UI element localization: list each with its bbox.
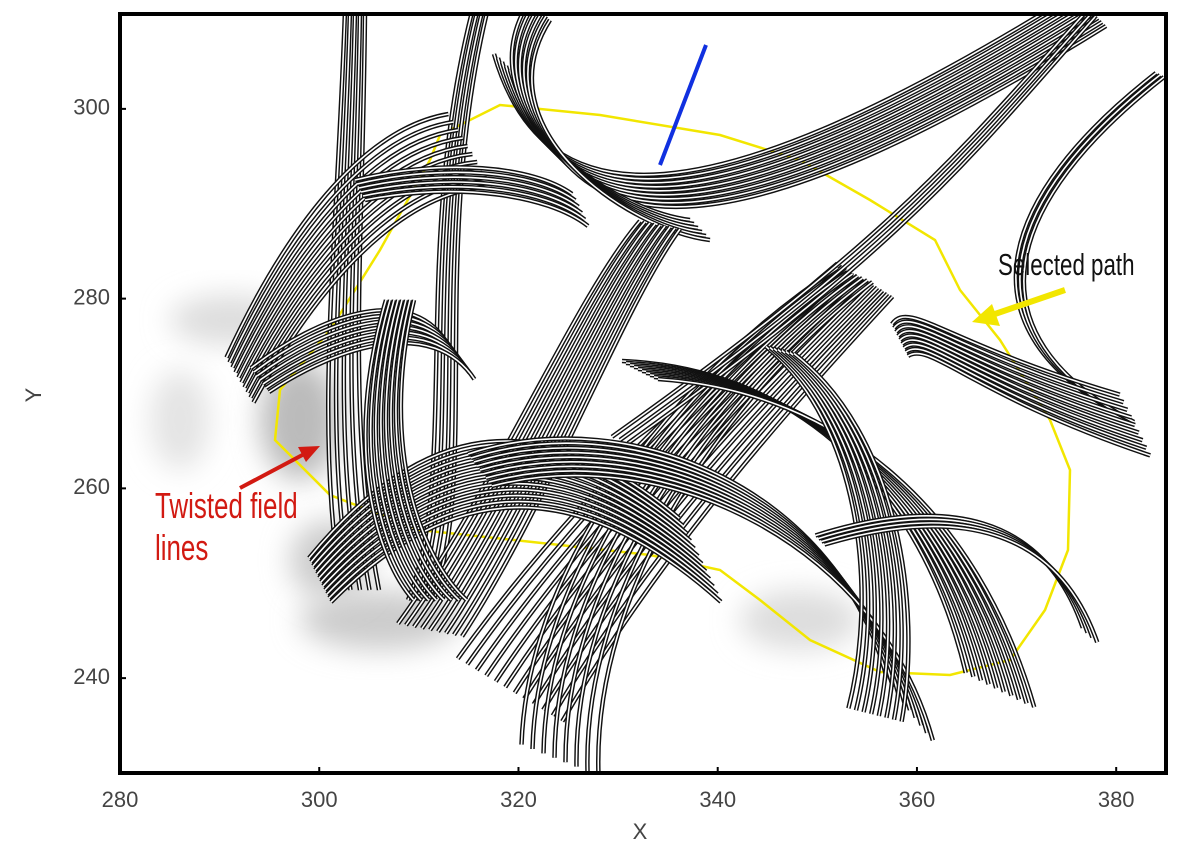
field-line-core bbox=[769, 346, 869, 711]
field-line-core bbox=[657, 378, 1035, 708]
field-line-core bbox=[899, 334, 1136, 426]
field-line-core bbox=[385, 299, 445, 601]
arrow bbox=[991, 287, 1066, 318]
field-line-core bbox=[364, 190, 589, 227]
field-line-core bbox=[259, 325, 461, 381]
arrow-head bbox=[972, 304, 1000, 326]
y-tick-label: 300 bbox=[73, 95, 110, 120]
field-line-core bbox=[824, 525, 1098, 643]
field-line-core bbox=[256, 320, 456, 377]
annotation: Twisted field lines bbox=[155, 485, 298, 568]
x-tick-label: 320 bbox=[500, 787, 537, 812]
blob bbox=[740, 590, 860, 650]
y-axis-label: Y bbox=[21, 387, 46, 402]
field-line-core bbox=[895, 325, 1128, 411]
field-line-core bbox=[765, 345, 863, 709]
field-line-core bbox=[330, 506, 722, 603]
field-line-core bbox=[356, 171, 576, 202]
field-line-core bbox=[225, 113, 449, 358]
field-line-core bbox=[437, 225, 666, 633]
y-tick-label: 280 bbox=[73, 284, 110, 309]
field-line-core bbox=[354, 166, 573, 195]
field-line-core bbox=[364, 299, 414, 601]
selection-contour bbox=[273, 103, 1072, 677]
field-line-core bbox=[903, 343, 1143, 441]
field-line-core bbox=[324, 488, 711, 591]
field-line-core bbox=[326, 494, 714, 595]
arrow-head bbox=[298, 446, 320, 462]
field-line-core bbox=[431, 14, 488, 601]
field-line-core bbox=[461, 228, 681, 637]
arrows bbox=[239, 287, 1066, 490]
field-line-core bbox=[429, 224, 661, 631]
field-line-core bbox=[243, 161, 478, 388]
field-line-core bbox=[395, 299, 460, 601]
field-line-core bbox=[891, 316, 1121, 396]
field-line-core bbox=[901, 339, 1140, 434]
field-line-core bbox=[380, 299, 437, 601]
field-line-core bbox=[362, 186, 586, 221]
x-tick-label: 340 bbox=[699, 787, 736, 812]
field-line-core bbox=[777, 348, 883, 715]
field-line-core bbox=[237, 145, 468, 378]
x-axis-label: X bbox=[633, 819, 648, 844]
blob bbox=[150, 370, 210, 470]
field-line-core bbox=[369, 299, 422, 601]
field-line-core bbox=[328, 500, 718, 599]
field-line-core bbox=[905, 348, 1147, 449]
x-tick-label: 280 bbox=[102, 787, 139, 812]
field-line-core bbox=[358, 176, 579, 208]
y-tick-label: 260 bbox=[73, 474, 110, 499]
field-line-core bbox=[893, 320, 1124, 403]
field-line-core bbox=[253, 314, 452, 373]
field-line-core bbox=[228, 121, 454, 363]
field-line-core bbox=[421, 223, 656, 629]
field-line-core bbox=[375, 299, 430, 601]
annotation-box: Selected path bbox=[998, 247, 1135, 282]
field-line-core bbox=[627, 16, 1096, 444]
annotation-box: Twisted field lines bbox=[155, 485, 298, 568]
field-line-core bbox=[413, 222, 651, 628]
plot-frame bbox=[118, 12, 1168, 775]
field-line-core bbox=[907, 352, 1151, 457]
x-tick-label: 380 bbox=[1098, 787, 1135, 812]
arrow bbox=[239, 450, 309, 490]
field-line-core bbox=[897, 330, 1132, 419]
x-tick-label: 360 bbox=[899, 787, 936, 812]
field-line-core bbox=[360, 181, 583, 214]
field-line-core bbox=[445, 226, 671, 634]
field-line-core bbox=[231, 129, 459, 368]
blue-line bbox=[658, 44, 708, 166]
field-line-core bbox=[234, 137, 463, 373]
field-line-core bbox=[400, 299, 468, 601]
field-line-core bbox=[453, 227, 676, 636]
field-line-core bbox=[390, 299, 452, 601]
field-line-core bbox=[773, 347, 876, 713]
y-tick-label: 240 bbox=[73, 664, 110, 689]
field-line-core bbox=[611, 14, 1086, 438]
field-line-core bbox=[250, 309, 447, 369]
field-lines bbox=[224, 14, 1166, 773]
annotation: Selected path bbox=[998, 247, 1135, 282]
field-line-core bbox=[619, 14, 1091, 441]
x-tick-label: 300 bbox=[301, 787, 338, 812]
field-line-core bbox=[240, 153, 473, 383]
